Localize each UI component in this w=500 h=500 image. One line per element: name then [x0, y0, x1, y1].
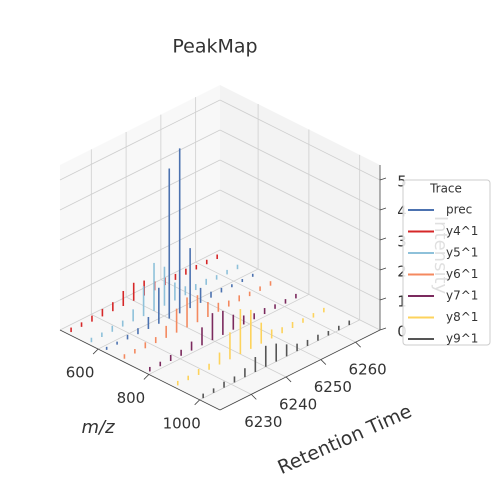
grid-line — [219, 249, 381, 331]
x-axis-label: m/z — [81, 417, 115, 438]
x-axis — [59, 329, 221, 411]
x-tick — [92, 348, 99, 355]
y-tick — [251, 394, 257, 400]
z-tick — [379, 207, 387, 211]
grid-line — [97, 268, 259, 350]
legend-label: y9^1 — [446, 332, 478, 346]
grid-line — [219, 159, 381, 241]
grid-line — [91, 313, 252, 395]
legend-label: y7^1 — [446, 289, 478, 303]
right-wall-pane — [220, 85, 380, 330]
z-tick-label: 3 — [397, 233, 407, 251]
y-tick-label: 6230 — [244, 413, 282, 431]
y-axis — [219, 329, 381, 411]
grid-line — [59, 249, 221, 331]
grid-line — [219, 189, 381, 271]
y-tick — [285, 376, 292, 383]
x-tick — [143, 374, 150, 380]
grid-line — [148, 294, 310, 375]
chart-title: PeakMap — [172, 36, 257, 58]
legend-label: y6^1 — [446, 267, 478, 281]
grid-line — [219, 99, 381, 181]
grid-line — [195, 261, 356, 343]
grid-line — [59, 219, 221, 301]
legend-label: y5^1 — [446, 246, 478, 260]
z-tick-label: 4 — [397, 203, 407, 221]
z-tick-label: 5 — [397, 173, 407, 191]
y-tick-label: 6260 — [349, 361, 387, 379]
grid-line — [219, 219, 381, 301]
z-tick — [379, 267, 387, 271]
x-tick — [194, 399, 200, 406]
legend: Trace prec y4^1 y5^1 y6^1 y7^1 y8^1 y9^1 — [402, 179, 491, 346]
grid-line — [199, 319, 360, 401]
grid-line — [219, 129, 381, 211]
y-tick-label: 6250 — [314, 378, 352, 396]
y-tick — [355, 341, 361, 348]
z-tick-label: 2 — [397, 263, 407, 281]
x-tick-label: 800 — [117, 389, 146, 407]
z-tick — [379, 297, 387, 301]
z-tick — [379, 237, 387, 241]
z-tick — [379, 177, 387, 181]
legend-label: y8^1 — [446, 310, 478, 324]
y-tick-label: 6240 — [279, 395, 317, 413]
grid-line — [59, 189, 221, 271]
grid-line — [59, 129, 221, 211]
legend-label: prec — [446, 203, 472, 217]
legend-label: y4^1 — [446, 224, 478, 238]
z-tick — [379, 327, 387, 331]
z-tick-label: 0 — [397, 323, 407, 341]
x-tick-label: 1000 — [163, 414, 201, 432]
x-tick-label: 600 — [66, 364, 95, 382]
z-tick-label: 1 — [397, 293, 407, 311]
legend-title: Trace — [429, 182, 462, 196]
y-tick — [320, 359, 327, 365]
legend-box — [402, 179, 491, 346]
grid-line — [59, 159, 221, 241]
grid-line — [59, 99, 221, 181]
grid-line — [125, 296, 287, 378]
